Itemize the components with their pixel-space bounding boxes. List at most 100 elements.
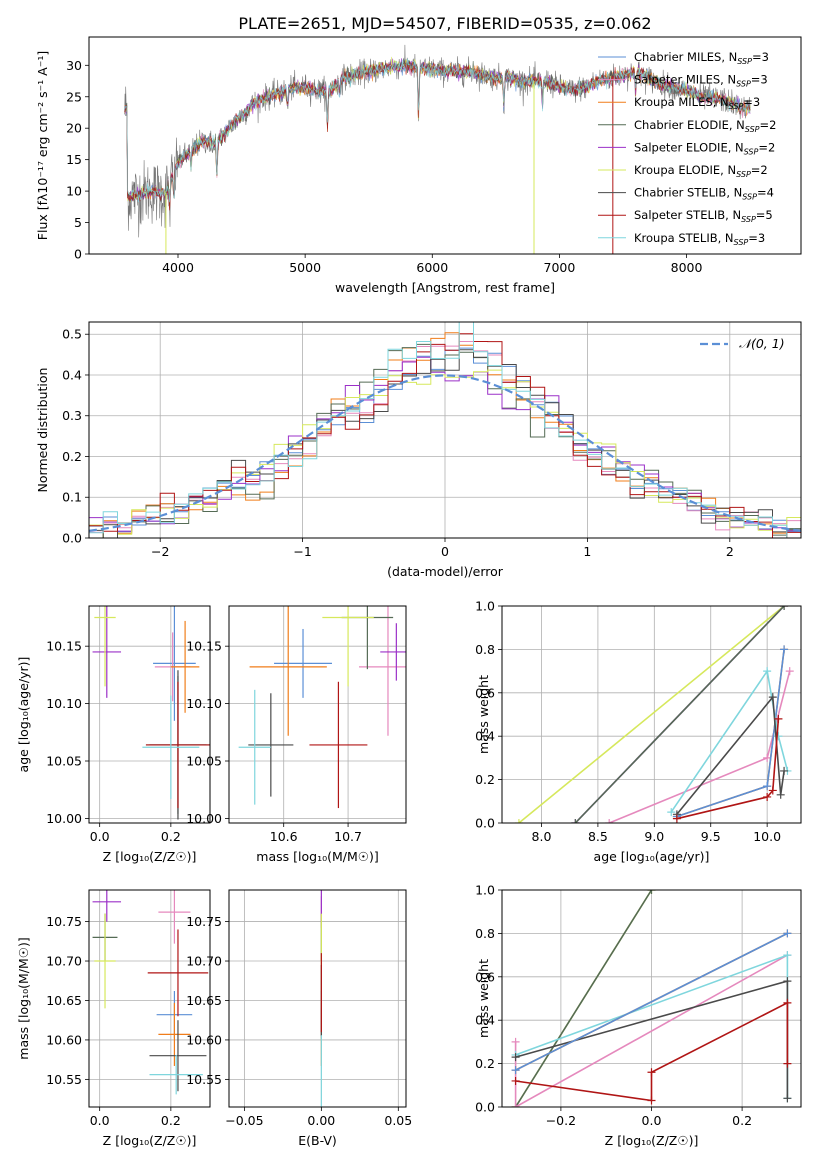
y-axis-label: age [log₁₀(age/yr)] (16, 657, 31, 773)
y-tick-label: 10.65 (186, 993, 222, 1008)
x-tick-label: 6000 (416, 260, 448, 275)
x-tick-label: 1 (583, 544, 591, 559)
y-tick-label: 25 (66, 89, 82, 104)
y-tick-label: 0 (74, 247, 82, 262)
y-tick-label: 10.70 (46, 954, 82, 969)
histogram-step (89, 322, 801, 538)
x-tick-label: 8.0 (532, 829, 552, 844)
y-tick-label: 10.00 (46, 811, 82, 826)
plot-area (124, 44, 751, 254)
y-tick-label: 0.4 (62, 367, 82, 382)
weight-line (574, 606, 785, 823)
y-tick-label: 10 (66, 184, 82, 199)
y-tick-label: 30 (66, 58, 82, 73)
y-tick-label: 10.75 (46, 914, 82, 929)
weight-marker (780, 606, 789, 610)
x-tick-label: −0.2 (546, 1113, 576, 1128)
y-tick-label: 10.05 (186, 754, 222, 769)
x-tick-label: 0.0 (90, 1113, 110, 1128)
y-tick-label: 0.0 (475, 816, 495, 831)
plot-area (511, 890, 792, 1107)
axes-spectrum: 4000 5000 6000 7000 8000 0 5 10 15 20 25 30 waveleng… (35, 36, 802, 295)
y-tick-label: 0.4 (475, 1013, 495, 1028)
y-tick-label: 0.8 (475, 926, 495, 941)
weight-marker (783, 1059, 792, 1068)
x-tick-label: 0.0 (90, 829, 110, 844)
axes-mass_vs_ebv: −0.05 0.00 0.05 10.55 10.60 10.65 10.70 10.75 E(… (186, 889, 412, 1148)
weight-marker (511, 1066, 520, 1075)
x-axis-label: Z [log₁₀(Z/Z☉)] (103, 1133, 197, 1148)
axes-frame (501, 605, 802, 824)
weight-marker (763, 667, 772, 676)
legend-entry: Salpeter ELODIE, NSSP=2 (634, 140, 775, 156)
x-axis-label: (data-model)/error (387, 564, 504, 579)
plot-area (89, 322, 801, 538)
y-tick-label: 10.00 (186, 811, 222, 826)
x-tick-label: 4000 (162, 260, 194, 275)
x-tick-label: 0.05 (384, 1113, 412, 1128)
x-axis-label: Z [log₁₀(Z/Z☉)] (605, 1133, 699, 1148)
x-tick-label: 8.5 (588, 829, 608, 844)
axes-age_vs_mass: 10.6 10.7 10.00 10.05 10.10 10.15 mass [log₁₀(… (186, 605, 407, 864)
weight-marker (647, 890, 656, 894)
y-tick-label: 0.4 (475, 729, 495, 744)
axes-frame (228, 889, 407, 1108)
legend-entry: Chabrier MILES, NSSP=3 (634, 50, 769, 66)
weight-marker (780, 766, 789, 775)
legend-entry: Chabrier ELODIE, NSSP=2 (634, 118, 776, 134)
axes-frame (501, 889, 802, 1108)
weight-marker (763, 782, 772, 791)
weight-line (514, 890, 653, 1107)
weight-marker (763, 792, 772, 801)
y-tick-label: 0.6 (475, 685, 495, 700)
x-tick-label: −1 (293, 544, 311, 559)
x-tick-label: 10.0 (753, 829, 781, 844)
x-tick-label: 5000 (289, 260, 321, 275)
histogram-step (89, 369, 801, 538)
x-tick-label: 9.0 (644, 829, 664, 844)
y-tick-label: 0.8 (475, 642, 495, 657)
x-tick-label: −0.05 (225, 1113, 263, 1128)
y-tick-label: 20 (66, 121, 82, 136)
weight-marker (783, 998, 792, 1007)
x-tick-label: 0.0 (642, 1113, 662, 1128)
x-tick-label: 7000 (544, 260, 576, 275)
y-tick-label: 0.2 (475, 1056, 495, 1071)
plot-area (92, 890, 209, 1095)
y-tick-label: 0.2 (475, 772, 495, 787)
spectrum-model-line (124, 58, 751, 203)
x-tick-label: 0.2 (161, 1113, 181, 1128)
legend-entry: Salpeter STELIB, NSSP=5 (634, 208, 773, 224)
weight-marker (511, 1037, 520, 1046)
normal-curve (89, 374, 801, 532)
axes-mass_vs_Z: 0.0 0.2 10.55 10.60 10.65 10.70 10.75 Z [log₁₀(… (16, 889, 211, 1148)
weight-marker (783, 1094, 792, 1103)
figure-title: PLATE=2651, MJD=54507, FIBERID=0535, z=0… (238, 14, 651, 33)
y-tick-label: 10.55 (186, 1072, 222, 1087)
x-axis-label: Z [log₁₀(Z/Z☉)] (103, 849, 197, 864)
y-axis-label: mass weight (476, 675, 491, 754)
weight-marker (514, 819, 523, 823)
weight-marker (768, 786, 777, 795)
histogram-step (89, 349, 801, 538)
y-axis-label: mass [log₁₀(M/M☉)] (16, 937, 31, 1059)
y-tick-label: 15 (66, 152, 82, 167)
weight-marker (672, 814, 681, 823)
y-tick-label: 0.3 (62, 408, 82, 423)
weight-marker (605, 819, 614, 823)
y-tick-label: 1.0 (475, 599, 495, 614)
axes-frame (88, 321, 802, 539)
y-tick-label: 0.0 (62, 531, 82, 546)
x-tick-label: 0.00 (307, 1113, 335, 1128)
axes-residual_hist: −2 −1 0 1 2 0.0 0.1 0.2 0.3 0.4 0.5 (data-model)/er… (35, 321, 802, 579)
y-tick-label: 10.60 (46, 1032, 82, 1047)
x-tick-label: 9.5 (701, 829, 721, 844)
y-tick-label: 10.05 (46, 754, 82, 769)
weight-line (676, 718, 780, 820)
axes-mass_weight_vs_age: 8.0 8.5 9.0 9.5 10.0 0.0 0.2 0.4 0.6 0.8 1.0 age [l… (475, 599, 802, 864)
plot-area (514, 606, 794, 823)
y-tick-label: 0.2 (62, 449, 82, 464)
weight-marker (667, 808, 676, 817)
x-tick-label: −2 (151, 544, 169, 559)
